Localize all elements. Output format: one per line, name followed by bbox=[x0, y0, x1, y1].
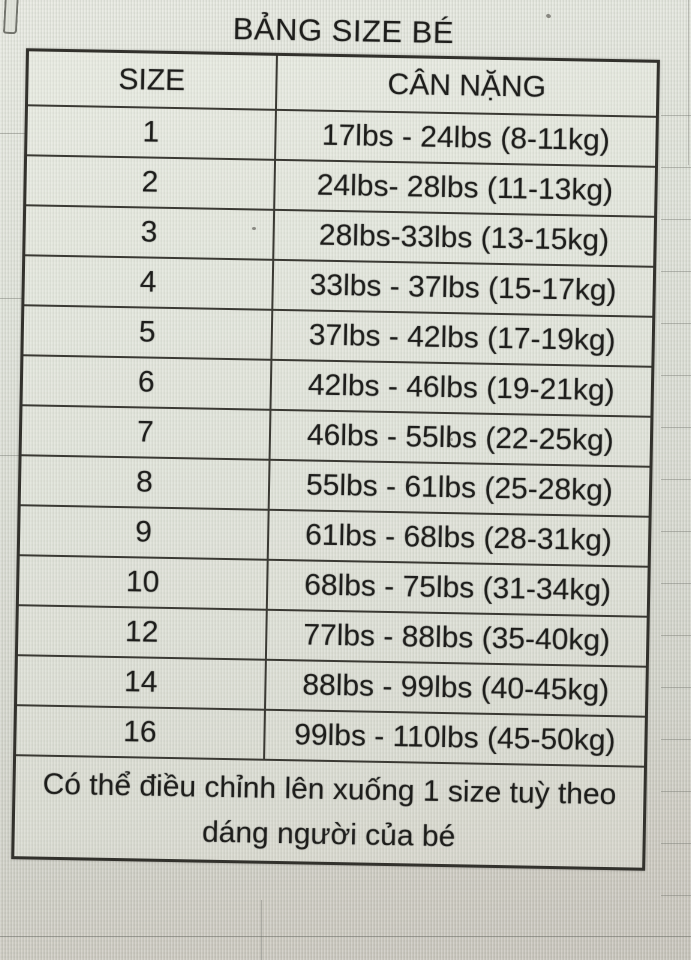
size-cell: 14 bbox=[15, 655, 266, 710]
dust-speck bbox=[252, 227, 256, 230]
size-chart-sheet: BẢNG SIZE BÉ SIZE CÂN NẶNG 1 17lbs - 24l… bbox=[11, 1, 661, 871]
weight-cell: 33lbs - 37lbs (15-17kg) bbox=[272, 259, 655, 317]
spreadsheet-gridline bbox=[0, 298, 24, 299]
footnote-cell: Có thể điều chỉnh lên xuống 1 size tuỳ t… bbox=[12, 755, 646, 870]
weight-cell: 88lbs - 99lbs (40-45kg) bbox=[264, 659, 648, 717]
spreadsheet-gridline bbox=[0, 936, 691, 937]
footnote-line-2: dáng người của bé bbox=[201, 815, 456, 854]
size-cell: 3 bbox=[23, 205, 274, 260]
footnote-line-1: Có thể điều chỉnh lên xuống 1 size tuỳ t… bbox=[42, 767, 617, 812]
size-cell: 4 bbox=[22, 255, 273, 310]
spreadsheet-gridlines-right bbox=[661, 115, 691, 897]
weight-cell: 61lbs - 68lbs (28-31kg) bbox=[267, 509, 651, 567]
spreadsheet-gridline bbox=[688, 0, 689, 165]
size-cell: 5 bbox=[21, 305, 273, 360]
column-header-size: SIZE bbox=[26, 49, 277, 110]
weight-cell: 24lbs- 28lbs (11-13kg) bbox=[273, 159, 657, 217]
size-cell: 12 bbox=[16, 605, 267, 660]
weight-cell: 68lbs - 75lbs (31-34kg) bbox=[266, 559, 650, 617]
size-cell: 9 bbox=[18, 505, 269, 560]
spreadsheet-gridline bbox=[261, 900, 262, 960]
weight-cell: 77lbs - 88lbs (35-40kg) bbox=[265, 609, 649, 667]
weight-cell: 28lbs-33lbs (13-15kg) bbox=[272, 209, 656, 267]
size-cell: 7 bbox=[20, 405, 271, 460]
spreadsheet-gridline bbox=[0, 133, 26, 134]
size-cell: 10 bbox=[17, 555, 268, 610]
size-table: SIZE CÂN NẶNG 1 17lbs - 24lbs (8-11kg) 2… bbox=[11, 48, 660, 871]
size-cell: 8 bbox=[19, 455, 270, 510]
column-header-weight: CÂN NẶNG bbox=[275, 54, 659, 117]
dust-speck bbox=[450, 438, 453, 441]
size-cell: 6 bbox=[21, 355, 272, 410]
cutoff-ui-corner-artifact bbox=[2, 0, 20, 35]
size-cell: 2 bbox=[24, 155, 275, 210]
weight-cell: 17lbs - 24lbs (8-11kg) bbox=[274, 109, 658, 167]
size-cell: 1 bbox=[25, 105, 276, 160]
weight-cell: 46lbs - 55lbs (22-25kg) bbox=[269, 409, 652, 467]
weight-cell: 37lbs - 42lbs (17-19kg) bbox=[271, 309, 654, 367]
weight-cell: 55lbs - 61lbs (25-28kg) bbox=[268, 459, 651, 517]
spreadsheet-gridline bbox=[0, 455, 21, 456]
size-cell: 16 bbox=[14, 705, 265, 760]
weight-cell: 99lbs - 110lbs (45-50kg) bbox=[263, 709, 647, 767]
weight-cell: 42lbs - 46lbs (19-21kg) bbox=[270, 359, 653, 417]
footnote-row: Có thể điều chỉnh lên xuống 1 size tuỳ t… bbox=[12, 755, 646, 870]
